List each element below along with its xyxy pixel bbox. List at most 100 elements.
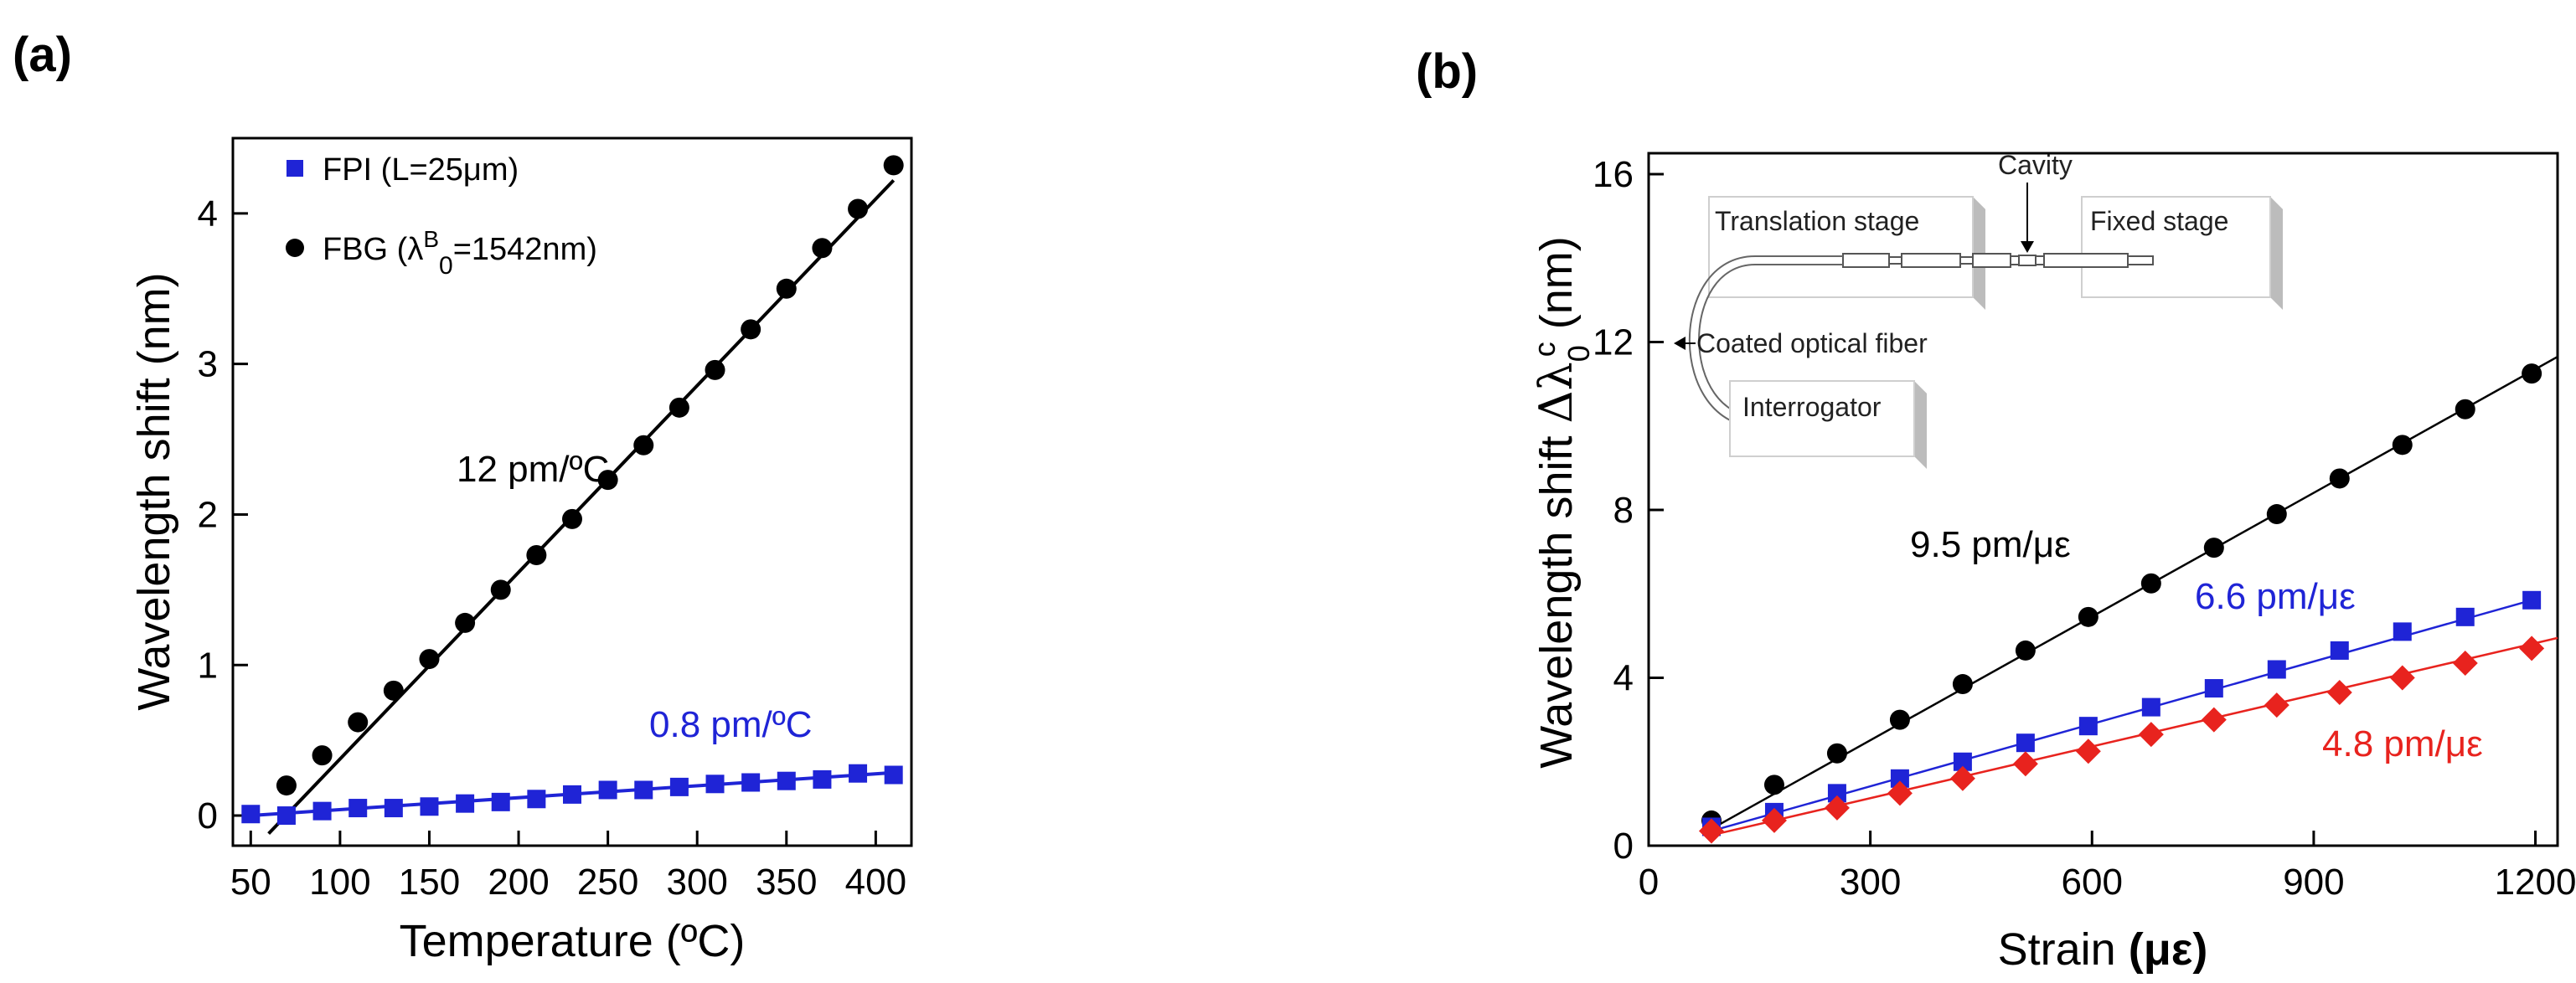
data-point-square — [741, 773, 761, 792]
data-point-square — [2016, 733, 2035, 753]
data-point-circle — [669, 397, 689, 418]
y-tick-label: 3 — [198, 344, 218, 385]
fiber-gap-2 — [1959, 256, 1974, 265]
data-point-circle — [383, 680, 404, 701]
coated-fiber-label: Coated optical fiber — [1696, 328, 1928, 358]
data-point-diamond — [2201, 707, 2227, 733]
chart-b-x-ticks: 0 300 600 900 1200 — [1639, 831, 2576, 903]
data-point-circle — [1826, 743, 1847, 764]
data-point-square — [456, 794, 475, 813]
chart-a-frame — [231, 136, 913, 847]
data-point-circle — [348, 712, 369, 733]
data-point-diamond — [1698, 818, 1724, 844]
fiber-segment-4 — [2043, 253, 2129, 268]
chart-a-x-axis-title: Temperature (ºC) — [400, 916, 746, 966]
y-tick-label: 16 — [1593, 154, 1634, 195]
data-point-square — [1953, 752, 1972, 771]
x-tick-label: 0 — [1639, 862, 1659, 903]
data-point-circle — [2392, 435, 2413, 455]
fiber-segment-2 — [1901, 253, 1961, 268]
data-point-circle — [848, 198, 869, 219]
translation-stage-box — [1708, 196, 1974, 298]
data-point-square — [527, 790, 546, 809]
data-point-diamond — [2519, 636, 2545, 661]
x-tick-label: 300 — [1840, 862, 1901, 903]
chart-b-annotation-black: 9.5 pm/με — [1910, 524, 2071, 565]
chart-a-annotation-fpi: 0.8 pm/ºC — [649, 704, 813, 745]
data-point-circle — [2455, 399, 2475, 419]
cavity-arrow-head — [2021, 241, 2034, 253]
data-point-diamond — [1761, 807, 1787, 833]
y-tick-label: 0 — [198, 795, 218, 836]
data-point-circle — [1889, 709, 1910, 730]
x-tick-label: 200 — [488, 862, 549, 903]
data-point-square — [777, 771, 796, 790]
data-point-circle — [705, 359, 725, 380]
data-point-square — [2455, 607, 2475, 626]
data-point-circle — [455, 612, 476, 633]
chart-a-legend: FPI (L=25μm) FBG (λB0=1542nm) — [286, 152, 597, 280]
panel-b-label: (b) — [1416, 44, 1478, 99]
data-point-circle — [562, 508, 582, 529]
data-point-diamond — [2326, 680, 2352, 706]
data-point-circle — [312, 745, 333, 766]
data-point-circle — [2329, 468, 2350, 489]
fiber-cavity — [2018, 255, 2037, 266]
data-point-circle — [276, 775, 297, 796]
chart-a-y-ticks: 0 1 2 3 4 — [198, 193, 248, 836]
x-tick-label: 300 — [666, 862, 727, 903]
x-tick-label: 600 — [2062, 862, 2123, 903]
x-tick-label: 400 — [845, 862, 906, 903]
data-point-circle — [2078, 606, 2098, 627]
x-tick-label: 900 — [2283, 862, 2344, 903]
chart-a-y-axis-title: Wavelength shift (nm) — [129, 272, 179, 710]
data-point-square — [2522, 590, 2542, 610]
x-tick-label: 50 — [230, 862, 271, 903]
data-point-square — [669, 777, 689, 796]
chart-b-annotation-red: 4.8 pm/με — [2322, 723, 2483, 764]
translation-stage-label: Translation stage — [1715, 206, 1919, 236]
legend-fpi-marker — [287, 160, 303, 177]
data-point-square — [276, 806, 296, 826]
data-point-square — [2330, 641, 2349, 660]
fiber-neck-1 — [2010, 255, 2020, 265]
y-tick-label: 8 — [1613, 490, 1634, 531]
chart-b-annotation-blue: 6.6 pm/με — [2195, 576, 2356, 617]
data-point-circle — [1763, 775, 1784, 795]
data-point-diamond — [2012, 751, 2038, 777]
interrogator-box — [1729, 380, 1915, 457]
y-tick-label: 0 — [1613, 826, 1634, 867]
data-point-square — [598, 780, 617, 800]
data-point-square — [849, 764, 868, 783]
data-point-diamond — [1824, 795, 1850, 821]
data-point-circle — [2266, 504, 2287, 525]
data-point-diamond — [1949, 765, 1975, 791]
data-point-circle — [419, 649, 440, 670]
fixed-stage-side — [2270, 197, 2283, 310]
fixed-stage-box — [2081, 196, 2271, 298]
data-point-square — [1890, 769, 1909, 788]
x-tick-label: 250 — [577, 862, 638, 903]
fiber-gap-1 — [1888, 256, 1902, 265]
cavity-label: Cavity — [1998, 150, 2073, 180]
data-point-square — [384, 799, 403, 818]
data-point-diamond — [2138, 722, 2164, 748]
data-point-diamond — [2389, 665, 2415, 691]
data-point-square — [2267, 660, 2286, 679]
chart-b: 0 300 600 900 1200 0 4 8 12 16 9.5 pm/με 6.6 pm/… — [1527, 150, 2576, 975]
x-tick-label: 150 — [399, 862, 460, 903]
fiber-neck-2 — [2035, 255, 2045, 265]
coated-fiber-arrow-head — [1674, 337, 1685, 350]
data-point-square — [884, 765, 903, 785]
data-point-diamond — [2264, 692, 2289, 718]
chart-a-annotation-fbg: 12 pm/ºC — [457, 449, 609, 490]
y-tick-label: 4 — [198, 193, 218, 234]
fiber-segment-3 — [1972, 253, 2011, 268]
y-tick-label: 1 — [198, 645, 218, 686]
y-tick-label: 4 — [1613, 658, 1634, 699]
chart-a: 50 100 150 200 250 300 350 400 0 1 2 3 4 FPI (L=25μ… — [129, 136, 913, 966]
fit-line-2 — [1711, 636, 2558, 836]
data-point-square — [2393, 622, 2412, 641]
data-point-square — [2078, 717, 2098, 736]
